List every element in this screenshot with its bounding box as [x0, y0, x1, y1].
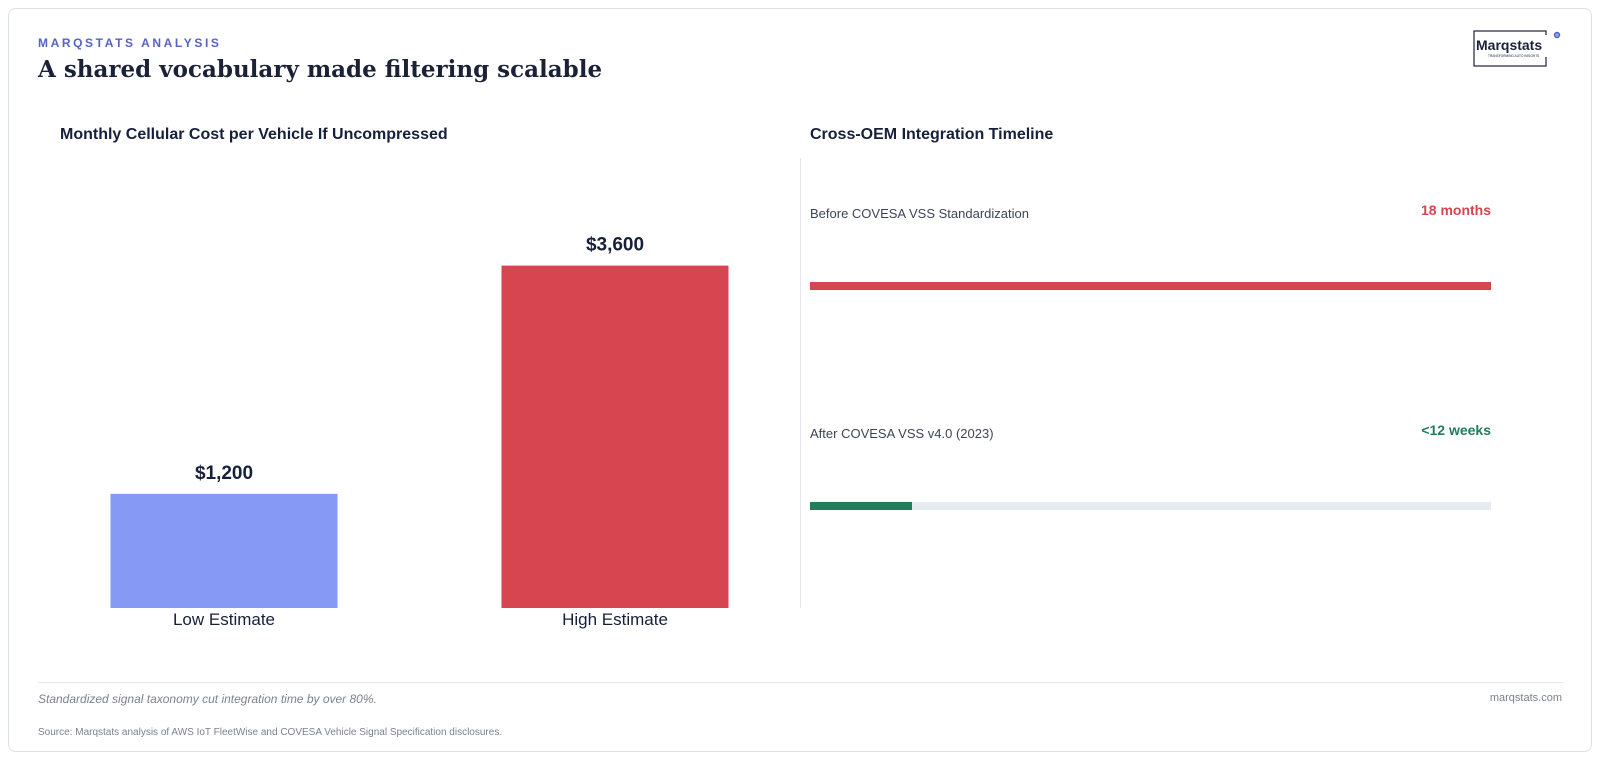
data-label-low: $1,200: [195, 463, 253, 484]
timeline-row-before: Before COVESA VSS Standardization 18 mon…: [810, 200, 1491, 310]
timeline-label-before: Before COVESA VSS Standardization: [810, 206, 1029, 221]
x-tick-label-high: High Estimate: [562, 610, 668, 629]
x-tick-label-low: Low Estimate: [173, 610, 275, 629]
timeline-track-before: [810, 282, 1491, 290]
timeline-label-after: After COVESA VSS v4.0 (2023): [810, 426, 994, 441]
eyebrow-label: MARQSTATS ANALYSIS: [38, 36, 222, 50]
cost-chart-title: Monthly Cellular Cost per Vehicle If Unc…: [60, 126, 448, 143]
timeline-bar-after: [810, 502, 913, 510]
bar-high-estimate: [501, 265, 729, 608]
timeline-bar-before: [810, 282, 1491, 290]
svg-text:TRANSFORMING AUTO INSIGHTS: TRANSFORMING AUTO INSIGHTS: [1488, 54, 1539, 58]
footer-takeaway: Standardized signal taxonomy cut integra…: [38, 692, 377, 706]
timeline-value-after: <12 weeks: [1421, 422, 1491, 438]
panel-divider: [800, 158, 801, 608]
source-note: Source: Marqstats analysis of AWS IoT Fl…: [38, 727, 503, 738]
timeline-track-after: [810, 502, 1491, 510]
timeline-value-before: 18 months: [1420, 202, 1491, 218]
data-label-high: $3,600: [586, 235, 644, 256]
footer-divider: [38, 682, 1563, 683]
bar-low-estimate: [110, 493, 338, 608]
page-title: A shared vocabulary made filtering scala…: [38, 56, 603, 83]
timeline-chart-title: Cross-OEM Integration Timeline: [810, 126, 1054, 143]
timeline-row-after: After COVESA VSS v4.0 (2023) <12 weeks: [810, 420, 1491, 530]
marqstats-logo: Marqstats TRANSFORMING AUTO INSIGHTS: [1473, 30, 1561, 67]
svg-text:Marqstats: Marqstats: [1476, 37, 1542, 53]
cost-bar-chart: $1,200 Low Estimate $3,600 High Estimate: [110, 235, 729, 629]
site-link[interactable]: marqstats.com: [1489, 692, 1562, 704]
